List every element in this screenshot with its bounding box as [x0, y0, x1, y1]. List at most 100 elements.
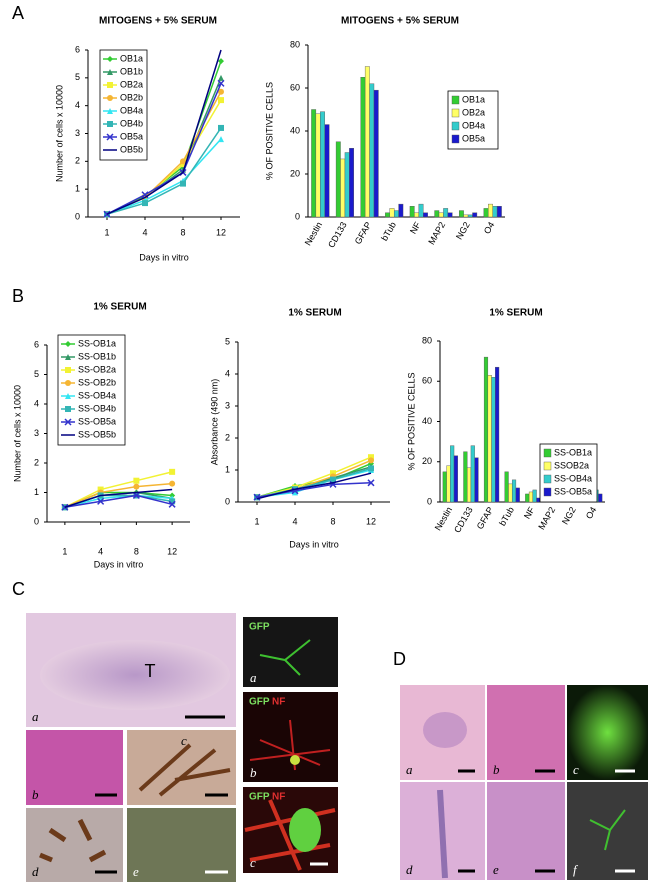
micrograph: [567, 685, 648, 780]
bar: [335, 141, 341, 218]
bar: [324, 124, 330, 218]
legend-label: SS-OB4a: [554, 473, 592, 483]
legend-label: SS-OB4a: [78, 390, 116, 400]
bar: [423, 212, 428, 218]
y-axis-label: Absorbance (490 nm): [209, 379, 219, 466]
bar: [398, 203, 404, 218]
y-axis-label: % OF POSITIVE CELLS: [406, 372, 416, 470]
legend-label: SS-OB1b: [78, 351, 116, 361]
series-line: [64, 482, 173, 508]
y-tick-label: 1: [34, 487, 39, 497]
marker: [65, 341, 71, 347]
x-tick-label: 1: [104, 227, 109, 237]
micrograph: [26, 808, 123, 882]
x-tick-label: NG2: [454, 220, 472, 241]
bar: [446, 465, 451, 503]
panel-label: B: [12, 286, 24, 306]
series-line: [106, 138, 222, 215]
bar: [369, 83, 375, 218]
micrograph: [243, 692, 338, 782]
legend-swatch: [543, 448, 552, 458]
tissue-feature: [437, 789, 448, 879]
legend-swatch: [451, 134, 460, 144]
y-tick-label: 3: [34, 428, 39, 438]
x-tick-label: 8: [330, 516, 335, 526]
y-tick-label: 6: [75, 44, 80, 54]
stain-label: GFP: [249, 697, 270, 708]
marker: [367, 479, 375, 487]
y-tick-label: 5: [225, 336, 230, 346]
marker: [218, 88, 224, 95]
marker: [107, 95, 113, 101]
x-tick-label: CD133: [326, 220, 349, 249]
bar: [511, 479, 517, 503]
stain-label: GFP: [249, 622, 270, 633]
image-label: d: [32, 864, 39, 879]
legend-label: OB4a: [462, 120, 485, 130]
legend-box: [99, 49, 148, 161]
bar: [389, 208, 395, 218]
x-tick-label: MAP2: [536, 505, 557, 531]
image-label: c: [181, 733, 187, 748]
legend-label: OB2b: [120, 92, 143, 102]
y-tick-label: 0: [225, 496, 230, 506]
marker: [107, 56, 113, 62]
legend-label: OB4a: [120, 105, 143, 115]
x-tick-label: 4: [142, 227, 147, 237]
marker: [253, 493, 261, 501]
legend-swatch: [543, 461, 552, 471]
legend-label: OB5a: [120, 131, 143, 141]
legend-label: SS-OB2a: [78, 364, 116, 374]
y-tick-label: 5: [34, 369, 39, 379]
legend-swatch: [451, 95, 460, 105]
legend-label: SS-OB1a: [554, 447, 592, 457]
image-label: a: [32, 709, 39, 724]
panel-label: D: [393, 649, 406, 669]
y-tick-label: 4: [34, 398, 39, 408]
marker: [65, 393, 71, 399]
chart-title: 1% SERUM: [93, 302, 146, 313]
marker: [169, 498, 176, 505]
chart-title: MITOGENS + 5% SERUM: [99, 16, 217, 27]
legend-label: SS-OB1a: [78, 338, 116, 348]
marker: [107, 82, 113, 88]
tumor-region: [40, 640, 230, 710]
bar: [495, 366, 500, 503]
x-tick-label: 4: [98, 546, 103, 556]
bar: [463, 214, 469, 218]
nf-fibers: [244, 799, 336, 871]
legend-label: OB5a: [462, 133, 485, 143]
y-tick-label: 60: [422, 376, 432, 386]
image-label: f: [573, 862, 579, 877]
marker: [142, 200, 148, 207]
marker: [107, 121, 113, 127]
x-axis-label: Days in vitro: [139, 252, 189, 262]
marker: [368, 454, 374, 461]
y-tick-label: 80: [422, 335, 432, 345]
marker: [65, 406, 71, 412]
micrograph: [487, 685, 565, 780]
y-tick-label: 0: [295, 211, 300, 221]
marker: [180, 180, 186, 187]
micrograph: [243, 617, 338, 687]
x-tick-label: 4: [292, 516, 297, 526]
bar: [315, 113, 321, 218]
legend-box: [57, 334, 126, 446]
chart-title: 1% SERUM: [288, 308, 341, 319]
y-axis-label: Number of cells x 10000: [12, 385, 22, 482]
y-tick-label: 6: [34, 339, 39, 349]
bar: [528, 491, 534, 503]
legend-swatch: [451, 108, 460, 118]
y-tick-label: 0: [34, 516, 39, 526]
chart-title: 1% SERUM: [489, 308, 542, 319]
x-axis-label: Days in vitro: [289, 539, 339, 549]
y-tick-label: 2: [75, 156, 80, 166]
marker: [103, 210, 111, 218]
y-tick-label: 4: [225, 368, 230, 378]
series-line: [106, 49, 222, 215]
series-line: [256, 472, 372, 500]
x-tick-label: 8: [134, 546, 139, 556]
y-tick-label: 2: [34, 457, 39, 467]
bar: [344, 152, 350, 218]
